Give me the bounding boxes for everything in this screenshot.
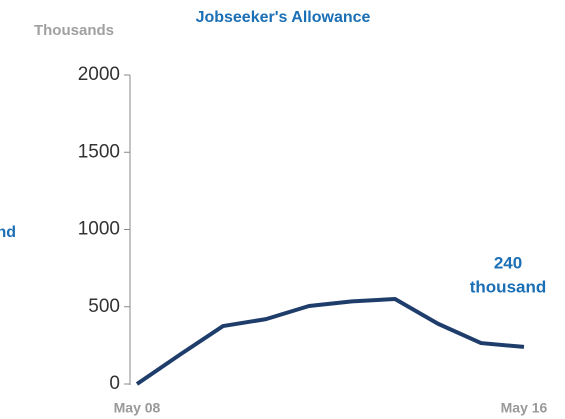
- data-line: [135, 297, 525, 386]
- x-tick-label: May 08: [114, 400, 161, 416]
- y-tick-label: 2000: [78, 64, 120, 85]
- annotation: thousand: [470, 277, 547, 296]
- annotation: 240: [494, 253, 522, 272]
- y-tick-label: 1000: [78, 219, 120, 240]
- side-note: nd: [0, 224, 16, 241]
- y-tick-label: 0: [109, 373, 120, 394]
- x-tick-label: May 16: [501, 400, 548, 416]
- unit-label: Thousands: [34, 22, 114, 39]
- y-tick-label: 500: [88, 296, 120, 317]
- chart-title: Jobseeker's Allowance: [196, 9, 371, 26]
- y-tick-label: 1500: [78, 141, 120, 162]
